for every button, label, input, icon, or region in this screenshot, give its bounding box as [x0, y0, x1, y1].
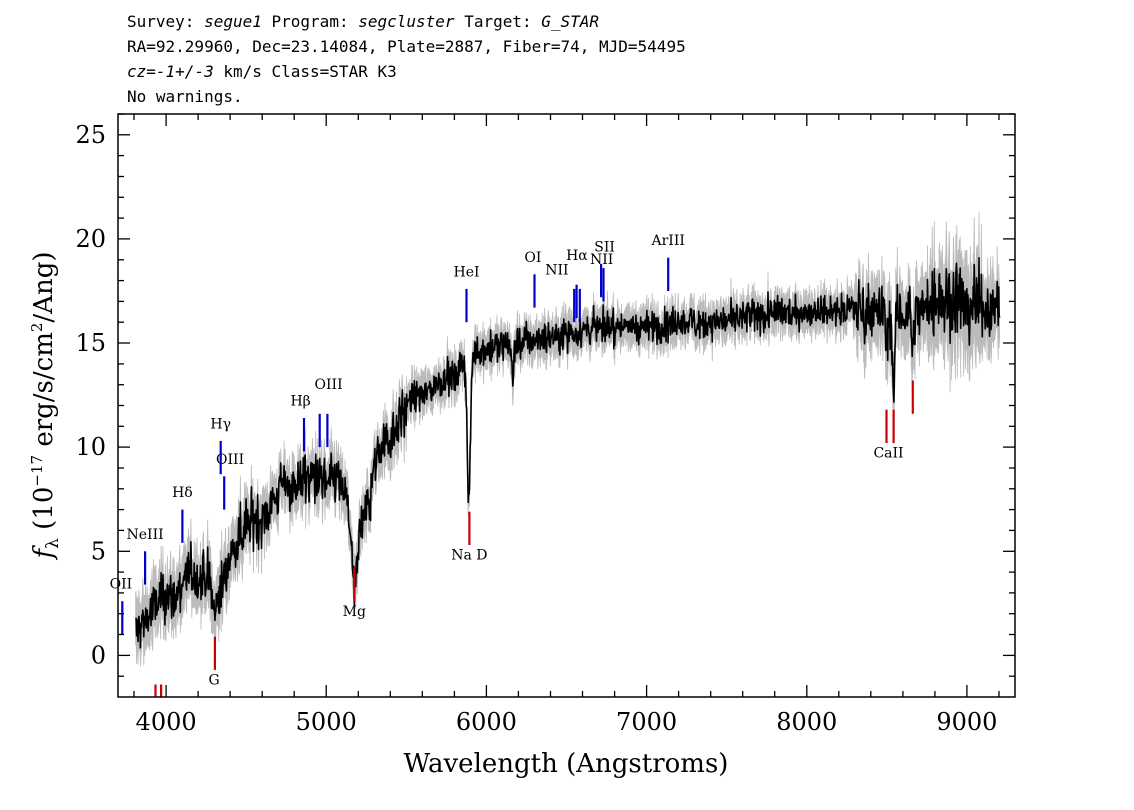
- emission-line-label: HeI: [453, 264, 479, 280]
- axis-ticks: [118, 113, 1015, 697]
- y-tick-labels: 0 5 10 15 20 25: [75, 121, 106, 670]
- emission-line-label: NII: [590, 252, 613, 268]
- plot-frame: [117, 113, 1016, 698]
- cz-value: -1+/-3: [155, 62, 214, 81]
- flux-line: [134, 256, 1001, 649]
- y-label-post: /Ang): [29, 252, 59, 323]
- y-label-pre: (10: [29, 487, 59, 539]
- header-line-1: Survey: segue1 Program: segcluster Targe…: [127, 12, 599, 31]
- y-tick-label: 5: [91, 537, 106, 565]
- error-band: [135, 211, 1000, 667]
- absorption-line-label: Na D: [451, 548, 487, 564]
- y-label-exp1: −17: [28, 455, 46, 487]
- class-info: km/s Class=STAR K3: [213, 62, 397, 81]
- emission-line-label: Hα: [566, 248, 588, 264]
- survey-value: segue1: [204, 12, 262, 31]
- y-tick-label: 15: [75, 329, 106, 357]
- emission-line-label: OII: [110, 577, 133, 593]
- x-tick-label: 7000: [616, 708, 677, 736]
- y-label-mid: erg/s/cm: [29, 332, 59, 455]
- cz-label: cz=: [127, 62, 156, 81]
- header-line-4: No warnings.: [127, 87, 243, 106]
- emission-line-label: Hγ: [210, 416, 231, 432]
- x-tick-label: 5000: [296, 708, 357, 736]
- y-tick-label: 25: [75, 121, 106, 149]
- x-tick-label: 4000: [136, 708, 197, 736]
- x-tick-labels: 4000 5000 6000 7000 8000 9000: [136, 708, 998, 736]
- x-tick-label: 6000: [456, 708, 517, 736]
- target-label: Target:: [464, 12, 532, 31]
- x-axis-label: Wavelength (Angstroms): [404, 749, 729, 779]
- program-label: Program:: [271, 12, 349, 31]
- y-tick-label: 0: [91, 641, 106, 669]
- emission-line-label: OI: [524, 250, 541, 266]
- y-label-sub: λ: [43, 538, 63, 549]
- emission-line-label: OIII: [315, 377, 343, 393]
- emission-line-label: SII: [594, 239, 615, 255]
- emission-line-label: Hδ: [172, 485, 193, 501]
- header-line-2: RA=92.29960, Dec=23.14084, Plate=2887, F…: [127, 37, 686, 56]
- emission-line-label: Hβ: [290, 394, 310, 410]
- flux-series: [134, 256, 1001, 649]
- line-markers: OIINeIIIHδHγOIIIHβOIIIHeIOINIIHαSIINIIAr…: [110, 233, 914, 697]
- absorption-line-label: CaII: [873, 446, 903, 462]
- emission-line-label: NII: [545, 262, 568, 278]
- target-value: G_STAR: [541, 12, 600, 31]
- emission-line-label: NeIII: [127, 527, 164, 543]
- error-band-area: [135, 211, 1000, 667]
- y-tick-label: 10: [75, 433, 106, 461]
- program-value: segcluster: [358, 12, 455, 31]
- y-label-exp2: 2: [28, 323, 46, 333]
- y-tick-label: 20: [75, 225, 106, 253]
- emission-line-label: OIII: [216, 452, 244, 468]
- x-tick-label: 8000: [776, 708, 837, 736]
- header-line-3: cz=-1+/-3 km/s Class=STAR K3: [127, 62, 397, 81]
- emission-line-label: ArIII: [650, 233, 684, 249]
- absorption-line-label: Mg: [343, 604, 366, 620]
- survey-label: Survey:: [127, 12, 195, 31]
- y-axis-label: fλ (10−17 erg/s/cm2/Ang): [28, 252, 63, 561]
- x-tick-label: 9000: [936, 708, 997, 736]
- absorption-line-label: G: [209, 673, 220, 689]
